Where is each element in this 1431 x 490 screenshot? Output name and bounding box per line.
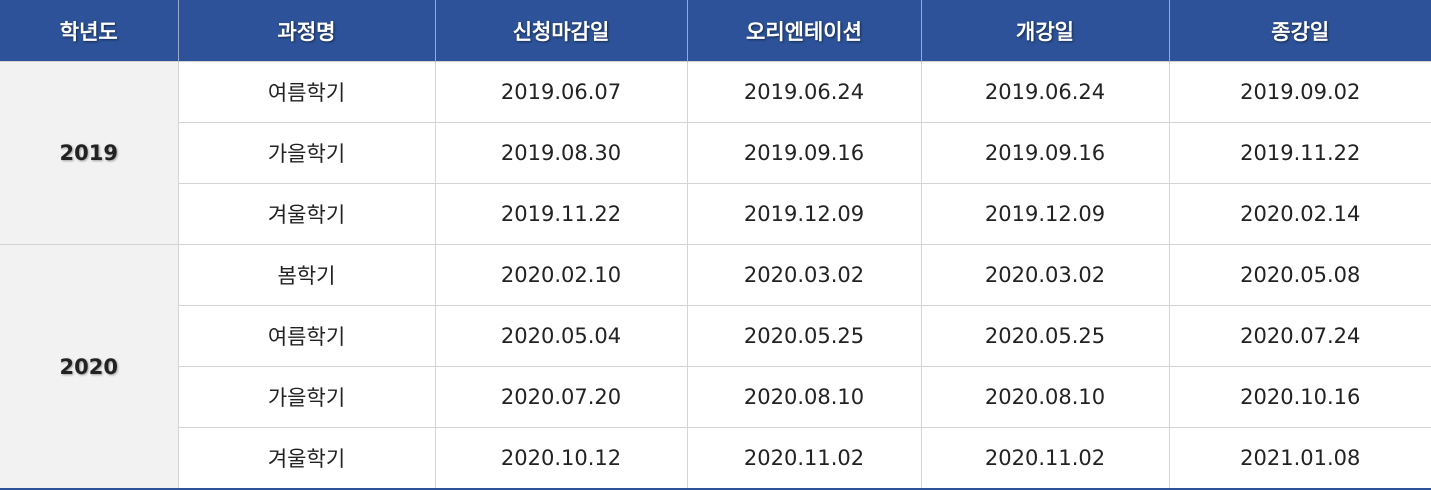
year-cell: 2019 [0,61,179,245]
orientation-date: 2020.05.25 [686,305,922,367]
table-row: 가을학기 2020.07.20 2020.08.10 2020.08.10 2020.1… [0,366,1431,428]
end-date: 2020.02.14 [1168,183,1431,245]
course-name: 여름학기 [177,61,436,123]
header-orientation: 오리엔테이션 [686,0,921,62]
course-name: 가을학기 [177,366,436,428]
header-end: 종강일 [1168,0,1431,62]
start-date: 2020.03.02 [920,244,1170,306]
application-deadline: 2019.08.30 [434,122,688,184]
year-cell: 2020 [0,244,179,490]
course-name: 가을학기 [177,122,436,184]
header-year: 학년도 [0,0,178,62]
orientation-date: 2019.09.16 [686,122,922,184]
table-row: 겨울학기 2019.11.22 2019.12.09 2019.12.09 2020.0… [0,183,1431,245]
application-deadline: 2020.02.10 [434,244,688,306]
application-deadline: 2020.10.12 [434,427,688,490]
header-row: 학년도 과정명 신청마감일 오리엔테이션 개강일 종강일 [0,0,1431,62]
header-course: 과정명 [177,0,435,62]
start-date: 2019.09.16 [920,122,1170,184]
end-date: 2019.09.02 [1168,61,1431,123]
course-name: 겨울학기 [177,183,436,245]
course-name: 겨울학기 [177,427,436,490]
application-deadline: 2019.11.22 [434,183,688,245]
end-date: 2021.01.08 [1168,427,1431,490]
table-row: 2020 봄학기 2020.02.10 2020.03.02 2020.03.02 202… [0,244,1431,490]
application-deadline: 2020.05.04 [434,305,688,367]
table-row: 여름학기 2020.05.04 2020.05.25 2020.05.25 2020.0… [0,305,1431,367]
end-date: 2020.05.08 [1168,244,1431,306]
application-deadline: 2020.07.20 [434,366,688,428]
table-row: 2019 여름학기 2019.06.07 2019.06.24 2019.06.24 20… [0,61,1431,245]
course-name: 봄학기 [177,244,436,306]
course-name: 여름학기 [177,305,436,367]
orientation-date: 2020.11.02 [686,427,922,490]
end-date: 2020.07.24 [1168,305,1431,367]
start-date: 2019.06.24 [920,61,1170,123]
start-date: 2020.11.02 [920,427,1170,490]
orientation-date: 2020.03.02 [686,244,922,306]
header-start: 개강일 [920,0,1169,62]
table-row: 겨울학기 2020.10.12 2020.11.02 2020.11.02 2021.0… [0,427,1431,490]
orientation-date: 2019.12.09 [686,183,922,245]
end-date: 2019.11.22 [1168,122,1431,184]
start-date: 2020.08.10 [920,366,1170,428]
end-date: 2020.10.16 [1168,366,1431,428]
start-date: 2020.05.25 [920,305,1170,367]
header-deadline: 신청마감일 [434,0,687,62]
orientation-date: 2020.08.10 [686,366,922,428]
start-date: 2019.12.09 [920,183,1170,245]
table-row: 가을학기 2019.08.30 2019.09.16 2019.09.16 2019.1… [0,122,1431,184]
orientation-date: 2019.06.24 [686,61,922,123]
application-deadline: 2019.06.07 [434,61,688,123]
